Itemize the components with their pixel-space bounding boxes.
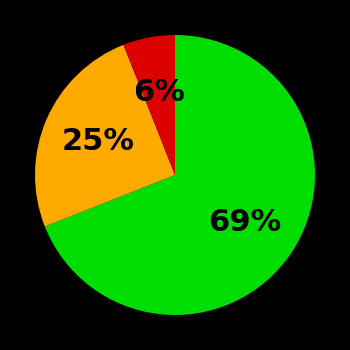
Wedge shape bbox=[45, 35, 315, 315]
Wedge shape bbox=[35, 45, 175, 226]
Wedge shape bbox=[124, 35, 175, 175]
Text: 6%: 6% bbox=[133, 78, 185, 107]
Text: 25%: 25% bbox=[61, 127, 134, 156]
Text: 69%: 69% bbox=[208, 208, 281, 237]
